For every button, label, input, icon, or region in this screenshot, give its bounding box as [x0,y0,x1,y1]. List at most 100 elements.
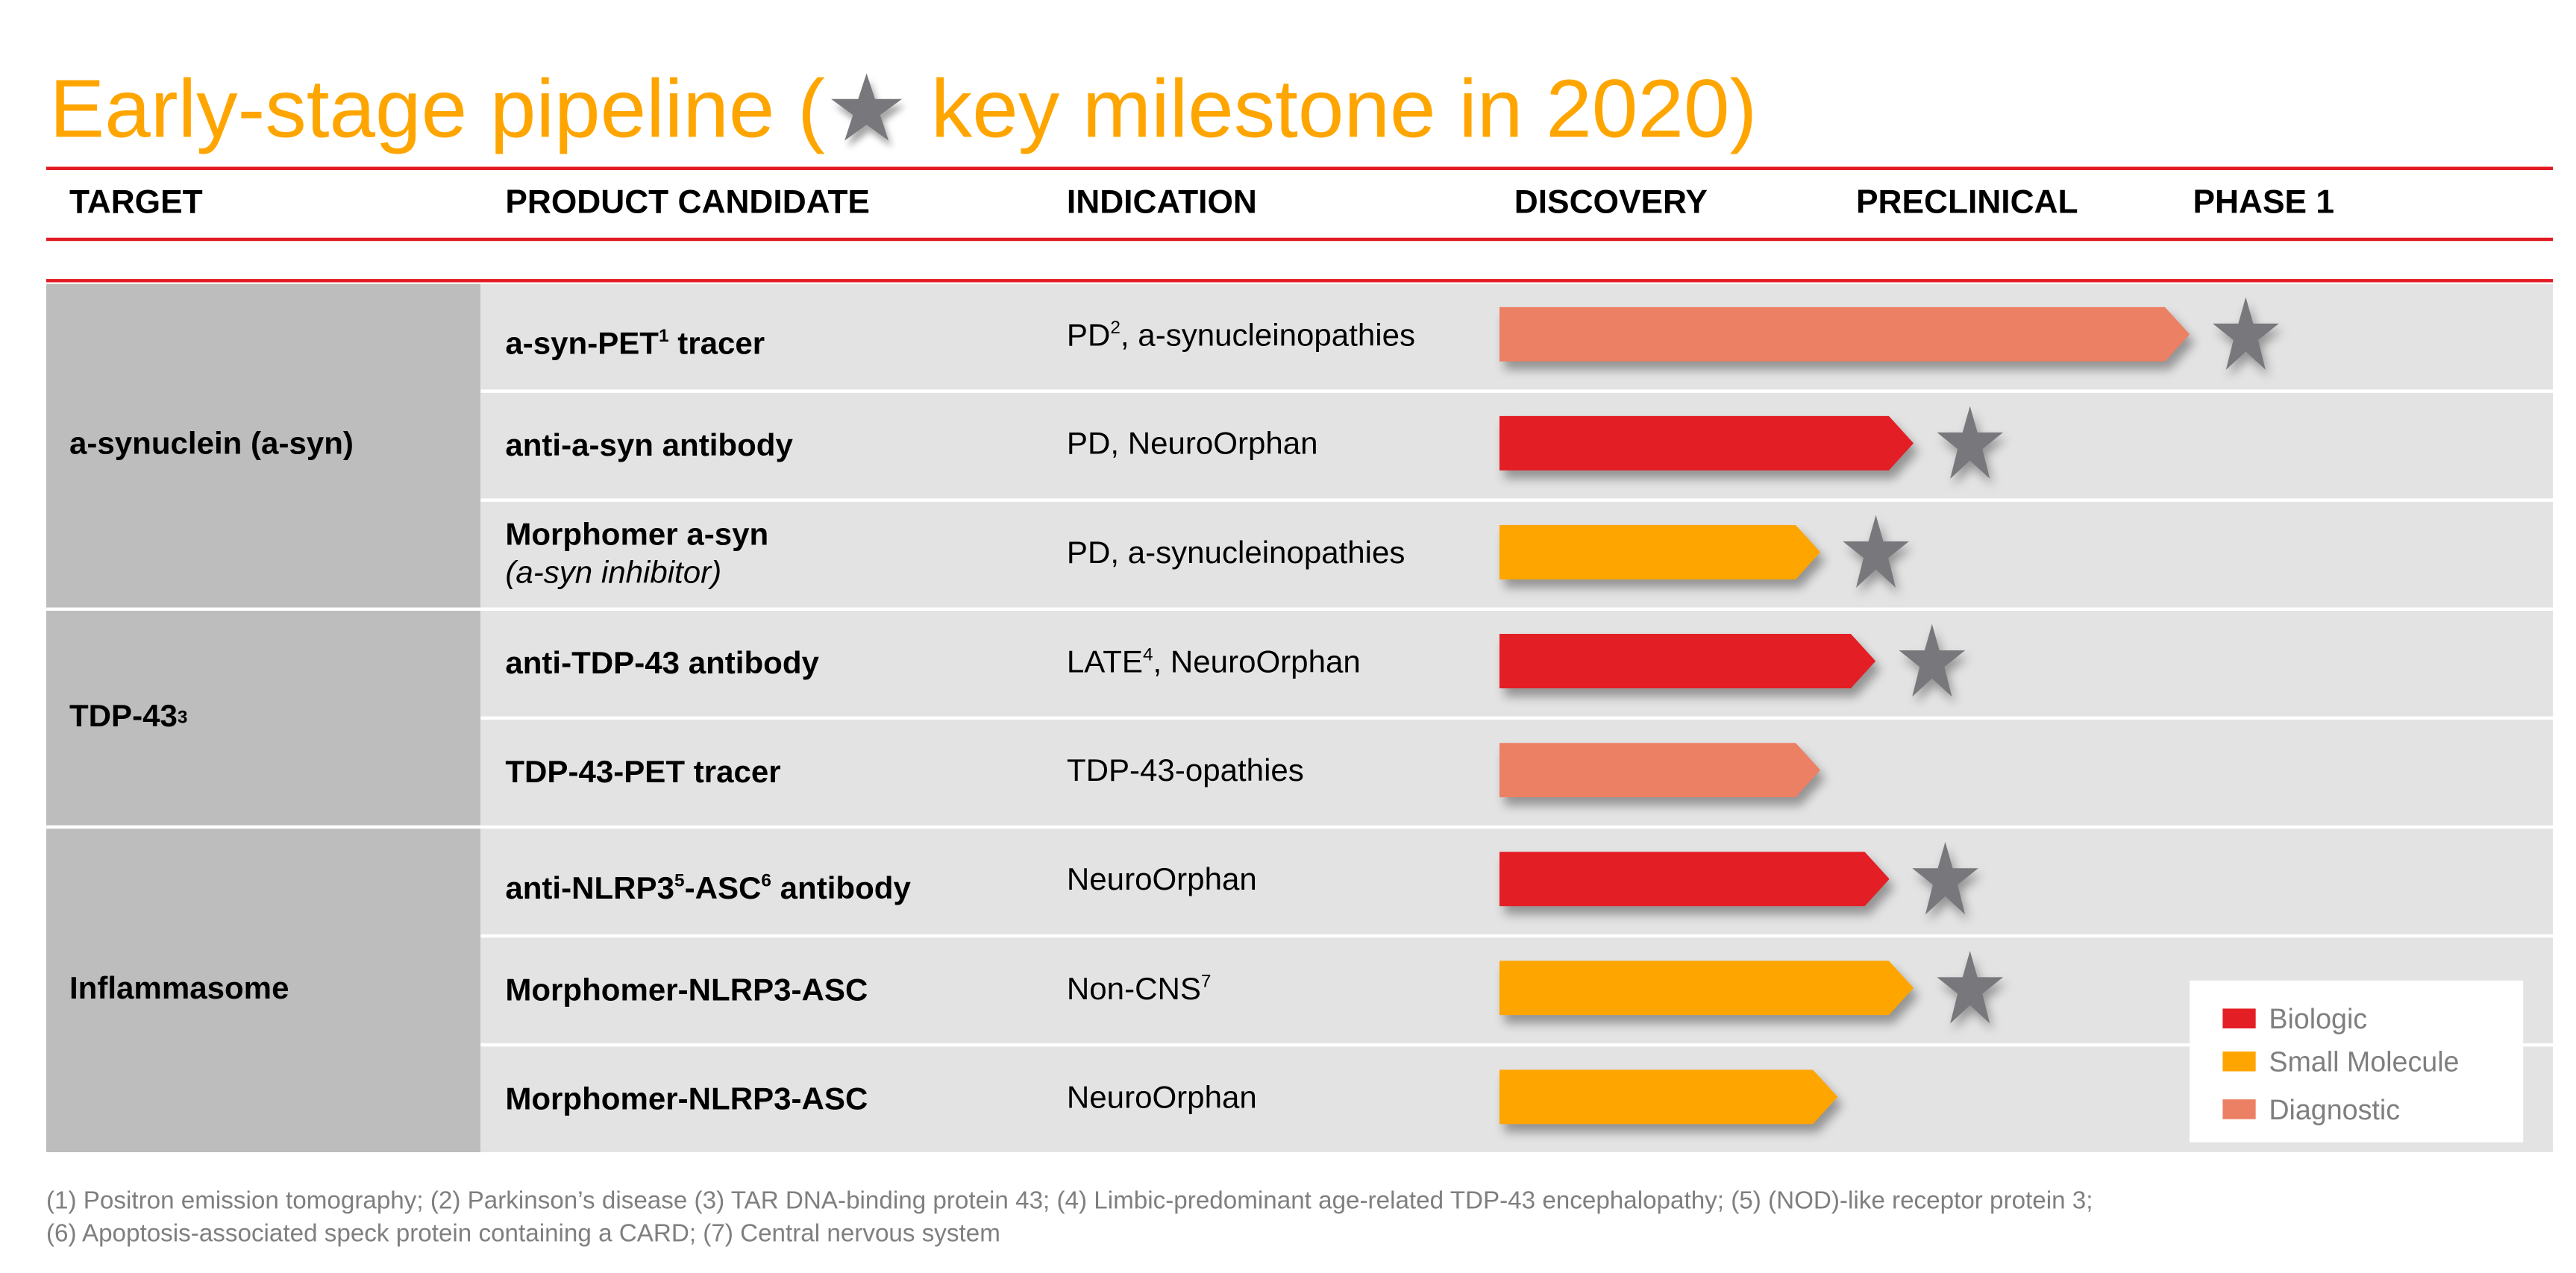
legend-item-diagnostic: Diagnostic [2222,1095,2400,1128]
milestone-star-icon [1936,406,2003,479]
top-rule [46,166,2554,170]
footnote-ref: 7 [1200,972,1212,993]
legend-label: Biologic [2269,1003,2368,1035]
footnote-2: (6) Apoptosis-associated speck protein c… [46,1219,1000,1248]
indication: LATE4, NeuroOrphan [1067,645,1361,682]
indication-suffix: , a-synucleinopathies [1120,318,1416,354]
milestone-star-icon [2213,297,2279,370]
milestone-star-icon [1843,515,1910,588]
product-candidate: Morphomer a-syn (a-syn inhibitor) [505,517,768,593]
bar-shape [1499,524,1821,579]
header-target: TARGET [69,184,203,221]
footnote-ref: 2 [1110,318,1121,339]
target-name: Inflammasome [69,972,289,1008]
progress-bar-biologic [1499,633,1876,689]
star-shape [1936,406,2003,479]
header-product: PRODUCT CANDIDATE [505,184,870,221]
star-shape [2213,297,2279,370]
footnote-ref: 6 [761,871,771,892]
product-name: anti-TDP-43 antibody [505,647,819,682]
milestone-star-icon [1936,950,2003,1024]
indication: PD, NeuroOrphan [1067,427,1318,464]
progress-bar-small-molecule [1499,1069,1838,1125]
target-cell: a-synuclein (a-syn) [46,283,481,608]
bar-shape [1499,743,1821,798]
header-rule [46,237,2554,242]
product-name: Morphomer-NLRP3-ASC [505,973,868,1009]
indication: NeuroOrphan [1067,1081,1257,1118]
target-cell: Inflammasome [46,829,481,1153]
bar-shape [1499,1069,1838,1125]
title-text-start: Early-stage pipeline ( [49,63,826,156]
product-name-suffix: tracer [668,327,765,362]
progress-bar-biologic [1499,852,1890,907]
bar-shape [1499,961,1914,1016]
product-candidate: anti-TDP-43 antibody [505,645,819,683]
bar-shape [1499,415,1914,471]
page-title: Early-stage pipeline (★ key milestone in… [49,56,1758,160]
product-candidate: Morphomer-NLRP3-ASC [505,1081,868,1119]
star-shape [1843,515,1910,588]
product-name: Morphomer-NLRP3-ASC [505,1083,868,1118]
indication: NeuroOrphan [1067,864,1257,900]
indication-suffix: , NeuroOrphan [1153,646,1361,681]
indication-text: PD [1066,318,1111,354]
legend: Biologic Small Molecule Diagnostic [2190,980,2524,1142]
title-text-end: key milestone in 2020) [908,63,1758,156]
product-name-suffix: -ASC [684,872,762,907]
legend-label: Diagnostic [2269,1094,2401,1126]
progress-bar-small-molecule [1499,961,1914,1016]
product-name: TDP-43-PET tracer [505,755,781,791]
product-candidate: TDP-43-PET tracer [505,755,780,793]
footnote-ref: 1 [659,327,669,347]
star-shape [1899,623,1965,697]
product-name: a-syn-PET [505,327,659,362]
product-name: anti-a-syn antibody [505,429,793,464]
indication-text: NeuroOrphan [1066,863,1257,899]
progress-bar-biologic [1499,415,1914,471]
bar-shape [1499,852,1890,907]
legend-swatch [2222,1008,2256,1029]
legend-swatch [2222,1099,2256,1119]
product-subtitle: (a-syn inhibitor) [505,556,722,591]
indication-text: Non-CNS [1066,972,1201,1008]
legend-swatch [2222,1051,2256,1072]
indication-text: PD, NeuroOrphan [1066,427,1318,462]
legend-label: Small Molecule [2269,1046,2460,1078]
target-cell: TDP-43 3 [46,610,481,826]
product-name: Morphomer a-syn [505,518,769,553]
product-candidate: a-syn-PET1 tracer [505,318,765,363]
indication-text: PD, a-synucleinopathies [1066,536,1405,571]
star-icon: ★ [825,56,909,160]
indication: Non-CNS7 [1067,972,1212,1009]
table-top-rule [46,279,2554,283]
target-footnote: 3 [177,708,188,729]
target-name: TDP-43 [69,700,178,735]
progress-bar-diagnostic [1499,307,2190,362]
legend-item-biologic: Biologic [2222,1004,2367,1037]
indication: PD, a-synucleinopathies [1067,536,1405,573]
product-candidate: anti-a-syn antibody [505,427,793,465]
bar-shape [1499,633,1876,689]
header-discovery: DISCOVERY [1514,184,1708,221]
indication-text: TDP-43-opathies [1066,754,1304,790]
indication: PD2, a-synucleinopathies [1067,318,1415,355]
header-indication: INDICATION [1066,184,1257,221]
target-name: a-synuclein (a-syn) [69,427,354,462]
footnote-ref: 5 [674,871,685,892]
milestone-star-icon [1899,623,1965,697]
indication-text: NeuroOrphan [1066,1081,1257,1116]
header-preclinical: PRECLINICAL [1855,184,2078,221]
product-name-suffix: antibody [771,872,911,907]
milestone-star-icon [1912,841,1979,915]
product-name: anti-NLRP3 [505,872,675,907]
bar-shape [1499,307,2190,362]
product-candidate: Morphomer-NLRP3-ASC [505,972,868,1010]
legend-item-small-molecule: Small Molecule [2222,1046,2459,1079]
star-shape [1936,950,2003,1024]
indication-text: LATE [1066,646,1143,681]
product-candidate: anti-NLRP35-ASC6 antibody [505,864,911,908]
progress-bar-diagnostic [1499,743,1821,798]
progress-bar-small-molecule [1499,524,1821,579]
